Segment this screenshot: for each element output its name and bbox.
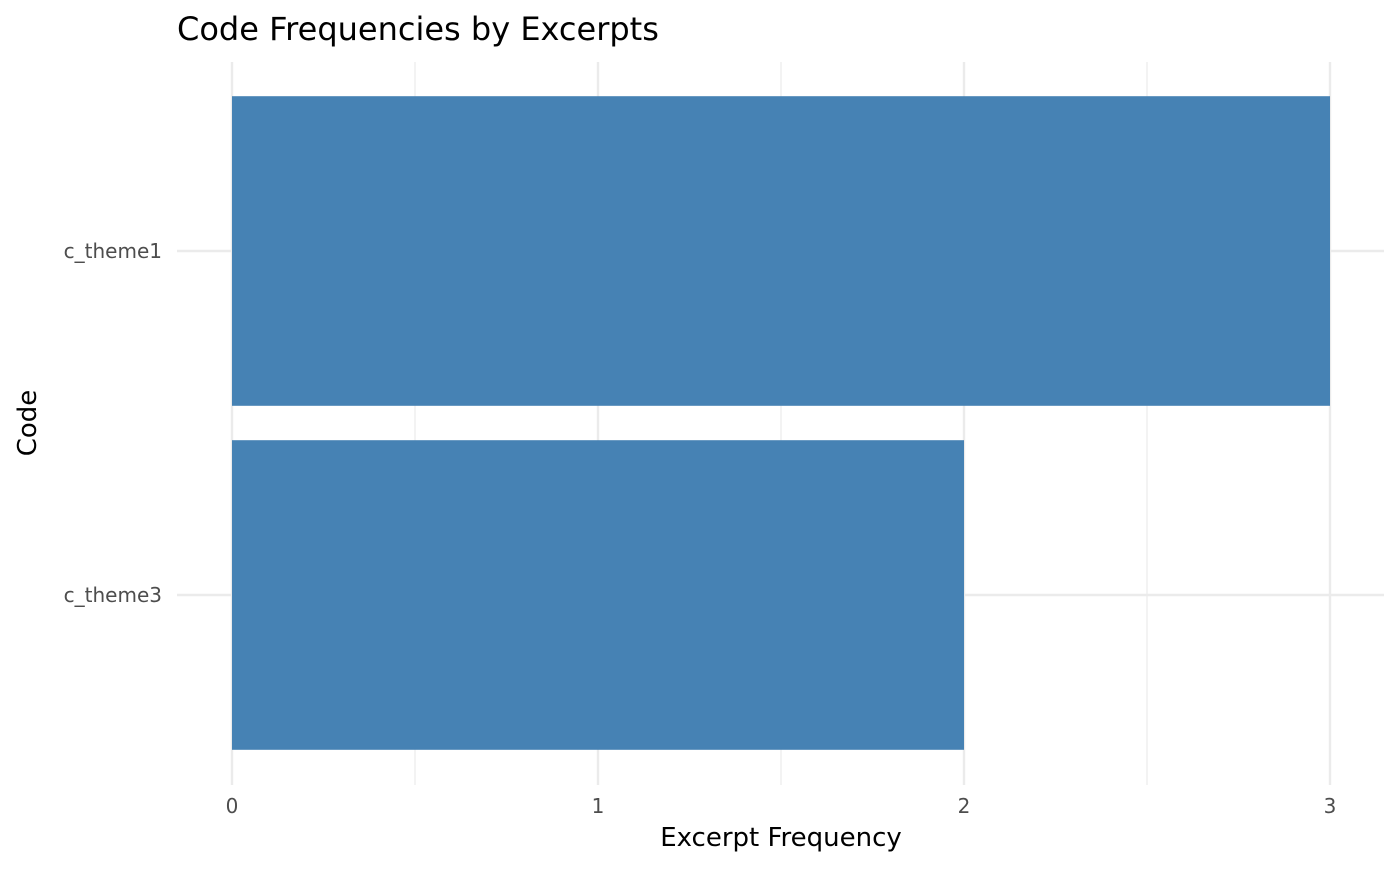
chart-title: Code Frequencies by Excerpts [177, 10, 659, 48]
x-tick-label: 0 [226, 794, 239, 818]
bar-c_theme1 [232, 96, 1330, 406]
bar-c_theme3 [232, 440, 964, 750]
y-axis-tick-labels: c_theme1 c_theme3 [64, 239, 162, 607]
y-tick-label: c_theme3 [64, 583, 162, 607]
x-axis-title: Excerpt Frequency [660, 823, 902, 853]
x-axis-tick-labels: 0 1 2 3 [226, 794, 1337, 818]
x-tick-label: 1 [592, 794, 605, 818]
x-tick-label: 2 [958, 794, 971, 818]
bars [232, 96, 1330, 750]
y-axis-title: Code [13, 390, 43, 457]
x-tick-label: 3 [1324, 794, 1337, 818]
y-tick-label: c_theme1 [64, 239, 162, 263]
